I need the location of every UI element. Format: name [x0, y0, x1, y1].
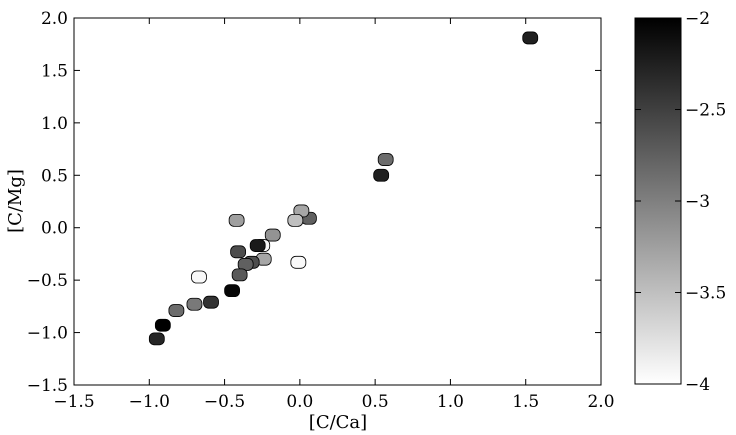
data-point: [154, 318, 171, 332]
data-point: [148, 332, 165, 346]
x-tick-label: 0.0: [286, 392, 313, 412]
data-point: [168, 304, 185, 317]
x-tick-label: 0.5: [362, 392, 389, 412]
x-axis-label: [C/Ca]: [309, 412, 367, 433]
data-point: [231, 268, 248, 282]
colorbar-tick-label: −4: [685, 375, 710, 395]
data-point: [224, 284, 241, 298]
colorbar-tick-label: −3.5: [685, 284, 726, 304]
data-point: [249, 239, 266, 252]
colorbar-gradient: [634, 17, 682, 385]
y-axis-label: [C/Mg]: [5, 169, 26, 233]
data-point: [186, 297, 203, 311]
data-point: [191, 270, 207, 284]
colorbar-tick-label: −2.5: [685, 101, 726, 121]
data-point: [373, 168, 390, 182]
colorbar-ticks: −2 −2.5 −3 −3.5 −4: [635, 9, 726, 395]
plot-frame: [73, 17, 602, 386]
x-tick-label: −1.5: [53, 392, 94, 412]
y-tick-label: −0.5: [27, 271, 68, 291]
data-points: [148, 31, 539, 346]
colorbar-tick-label: −2: [685, 9, 710, 29]
y-tick-label: 0.5: [41, 166, 68, 186]
y-tick-label: −1.5: [27, 376, 68, 396]
data-point: [287, 213, 304, 227]
data-point: [228, 213, 245, 227]
x-tick-label: −0.5: [204, 392, 245, 412]
y-tick-label: 0.0: [41, 219, 68, 239]
x-tick-label: −1.0: [129, 392, 170, 412]
y-tick-label: 1.0: [41, 114, 68, 134]
data-point: [264, 228, 281, 242]
colorbar-tick-label: −3: [685, 192, 710, 212]
x-tick-label: 1.0: [437, 392, 464, 412]
data-point: [230, 245, 247, 259]
x-tick-label: 1.5: [512, 392, 539, 412]
plot-area: −1.5 −1.0 −0.5 0.0 0.5 1.0 1.5 2.0 −1.5 −1.0 −0.5…: [27, 9, 615, 412]
x-axis-ticks: −1.5 −1.0 −0.5 0.0 0.5 1.0 1.5 2.0: [53, 18, 615, 412]
x-tick-label: 2.0: [587, 392, 614, 412]
y-tick-label: 2.0: [41, 9, 68, 29]
data-point: [203, 295, 219, 309]
y-axis-ticks: −1.5 −1.0 −0.5 0.0 0.5 1.0 1.5 2.0: [27, 9, 601, 396]
data-point: [377, 153, 394, 166]
colorbar: −2 −2.5 −3 −3.5 −4: [634, 9, 726, 395]
data-point: [522, 31, 539, 45]
y-tick-label: −1.0: [27, 324, 68, 344]
data-point: [290, 255, 307, 269]
y-tick-label: 1.5: [41, 61, 68, 81]
